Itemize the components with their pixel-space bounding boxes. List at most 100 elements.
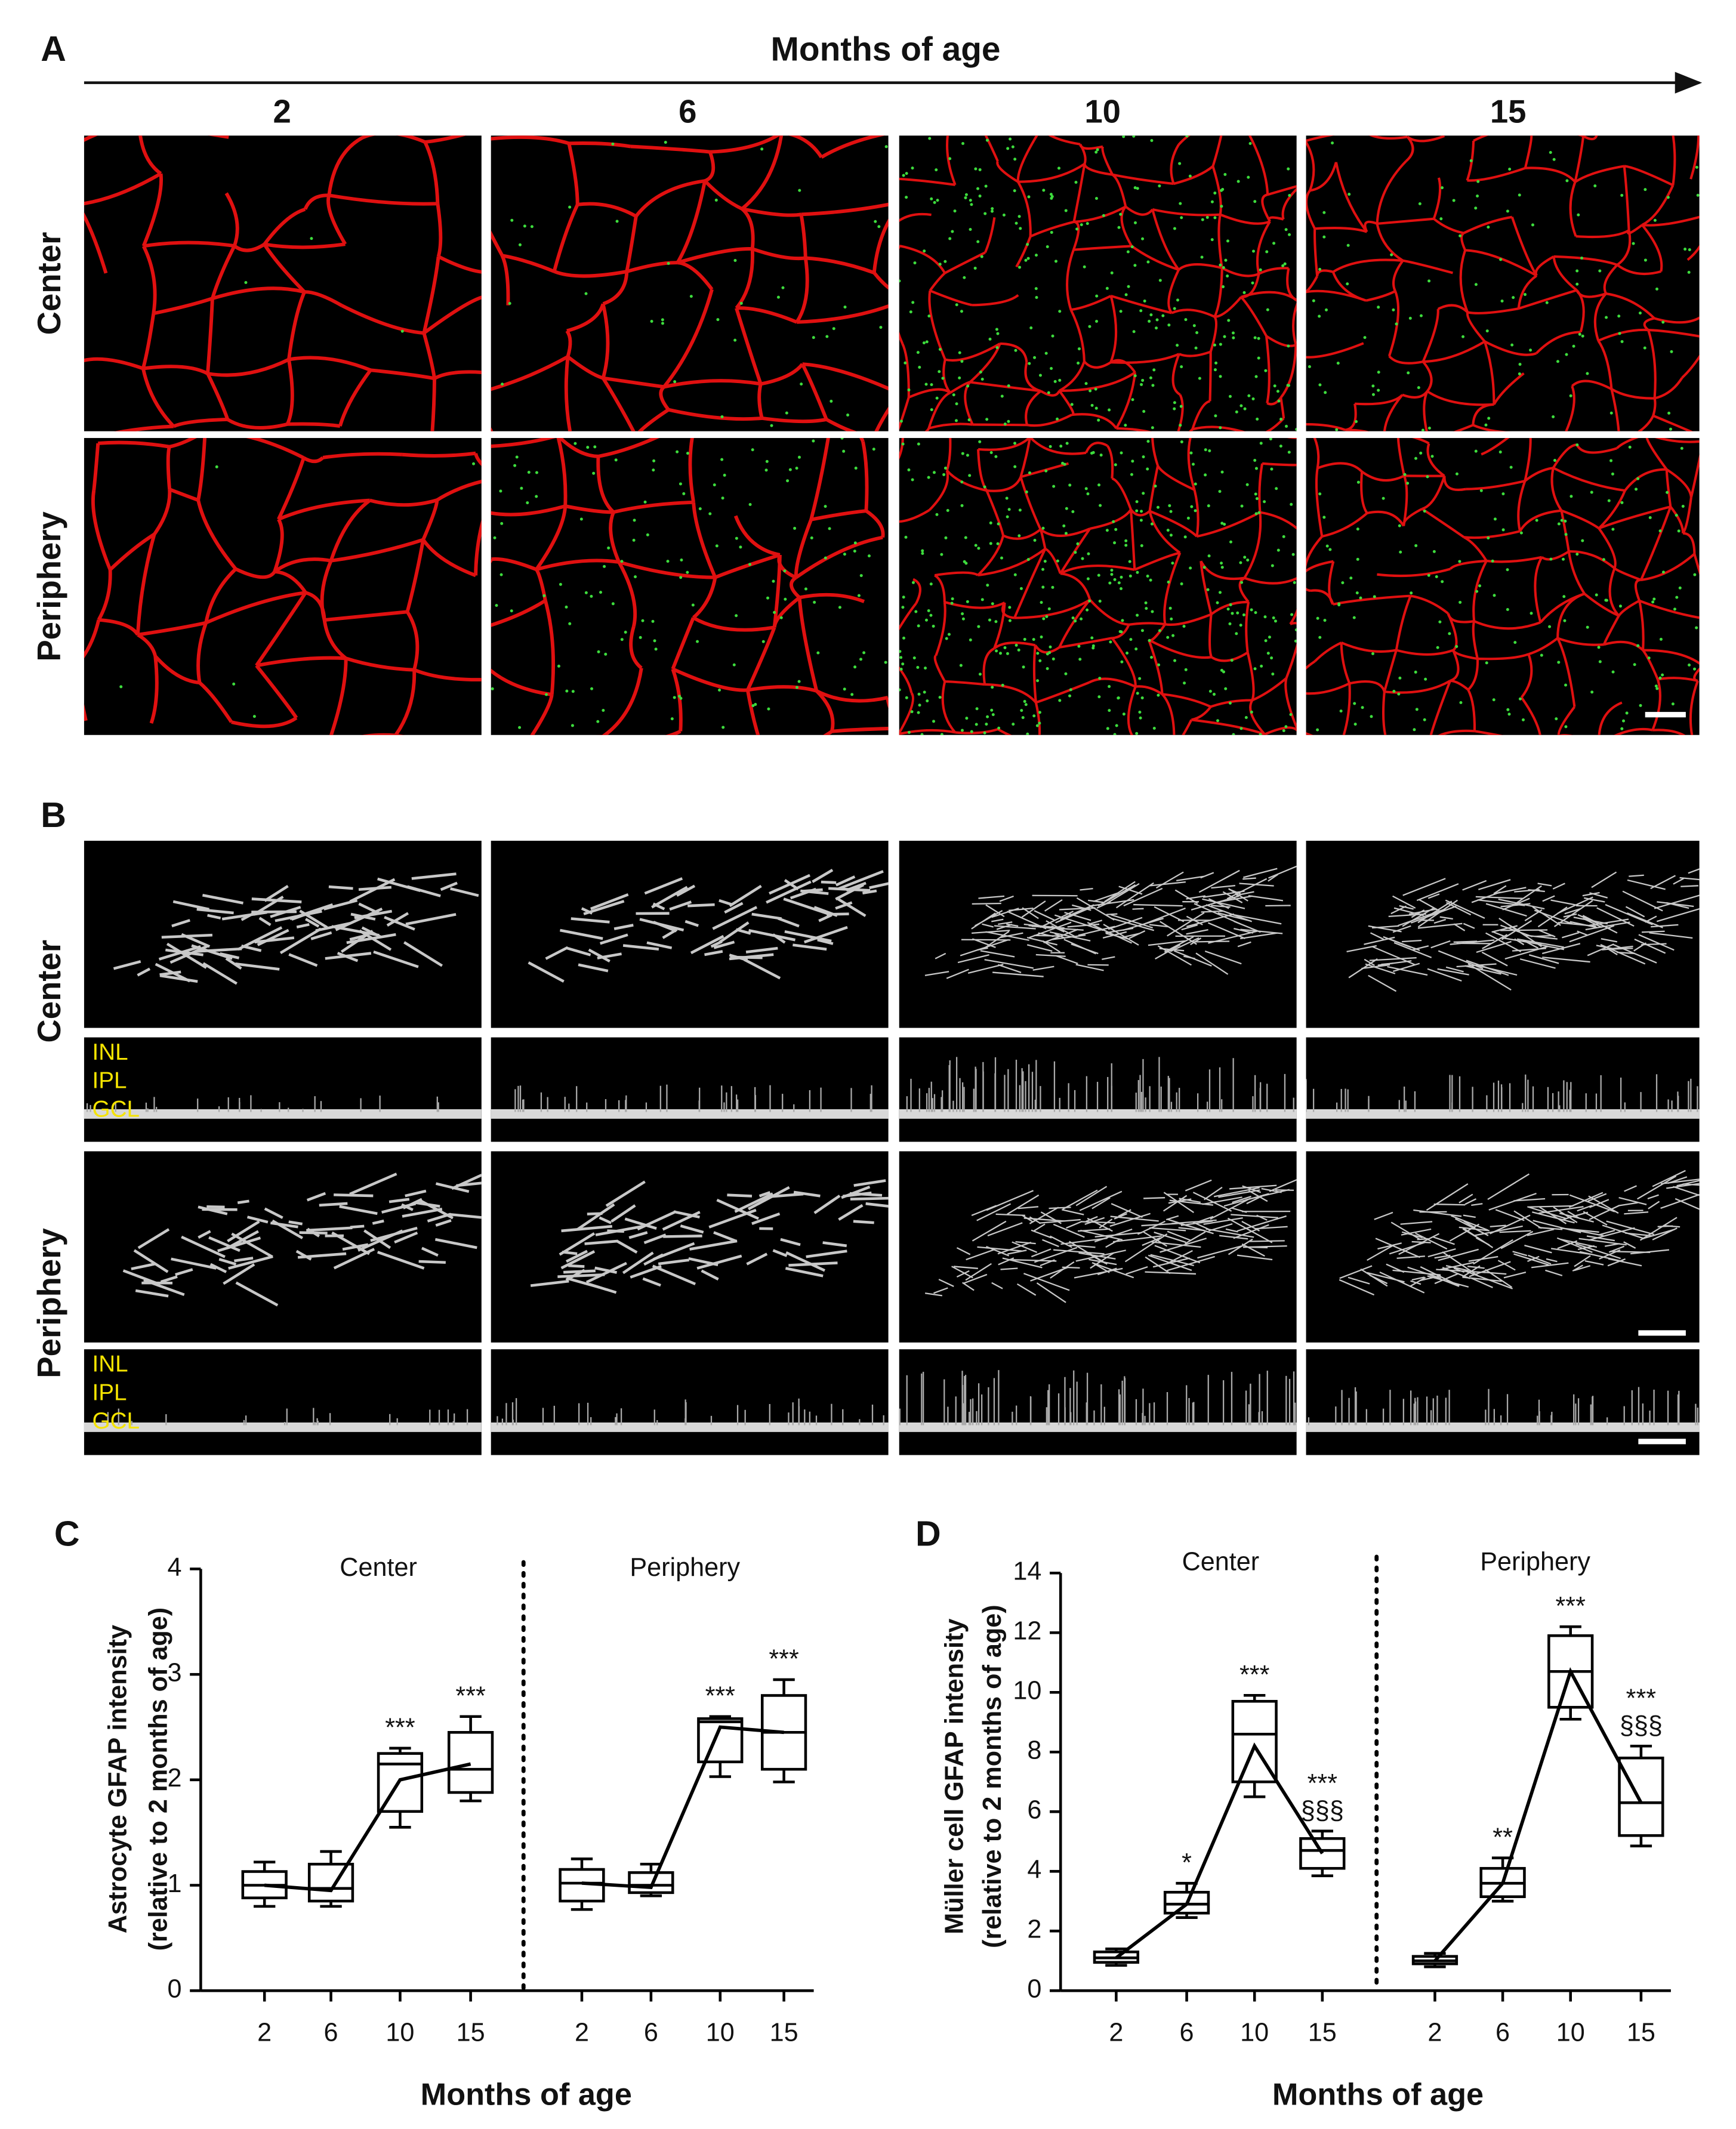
process <box>1634 939 1666 954</box>
vessel <box>1120 205 1133 247</box>
trend-line <box>264 1762 471 1893</box>
process <box>350 1224 365 1229</box>
gfap-dot <box>910 710 914 714</box>
gfap-dot <box>1256 417 1259 421</box>
gfap-dot <box>530 225 534 229</box>
vessel <box>1109 295 1118 363</box>
gfap-dot <box>1687 270 1691 274</box>
y-axis-label: Müller cell GFAP intensity <box>941 1619 969 1934</box>
gfap-dot <box>1617 314 1621 318</box>
vessel <box>226 418 288 430</box>
vessel <box>1313 641 1342 662</box>
gfap-dot <box>1220 522 1224 525</box>
vessel <box>1026 414 1073 427</box>
vessel <box>501 254 555 273</box>
gfap-dot <box>1189 451 1193 455</box>
vessel <box>1115 372 1137 430</box>
gfap-dot <box>1666 196 1670 199</box>
process <box>1568 1192 1604 1208</box>
gfap-dot <box>853 541 857 545</box>
vessel <box>1365 290 1396 302</box>
gfap-dot <box>1448 632 1451 635</box>
process <box>1584 1260 1604 1266</box>
process <box>1430 940 1451 949</box>
gfap-dot <box>1189 566 1192 570</box>
process <box>597 952 622 959</box>
vessel <box>1110 359 1136 374</box>
process <box>1102 931 1127 939</box>
vessel <box>1177 135 1191 146</box>
process <box>676 884 696 897</box>
vessel <box>795 258 809 323</box>
panel-letter: C <box>54 1514 80 1553</box>
image-background <box>899 1349 1297 1455</box>
process <box>1009 1258 1057 1262</box>
gfap-dot <box>927 609 930 612</box>
gfap-dot <box>795 686 798 689</box>
vessel <box>1210 600 1249 616</box>
vessel <box>929 272 946 292</box>
process <box>1165 1215 1179 1221</box>
gfap-dot <box>961 612 964 616</box>
gfap-dot <box>1133 264 1137 267</box>
gfap-dot <box>686 452 689 455</box>
gfap-dot <box>1097 483 1101 487</box>
vessel <box>1575 229 1630 239</box>
process <box>1483 1271 1507 1275</box>
gfap-dot <box>1071 616 1075 620</box>
process <box>669 900 692 911</box>
vessel <box>1019 476 1042 530</box>
process <box>1141 907 1186 926</box>
process <box>1364 958 1376 967</box>
process <box>1213 1187 1260 1198</box>
gfap-dot <box>973 266 977 270</box>
vessel <box>815 689 835 732</box>
vessel <box>273 518 284 573</box>
process <box>305 918 320 928</box>
vessel <box>692 502 717 578</box>
y-tick-label: 8 <box>1027 1736 1041 1765</box>
gfap-dot <box>1237 180 1240 183</box>
gfap-dot <box>1068 694 1072 698</box>
vessel <box>421 499 439 541</box>
process <box>1618 1202 1638 1207</box>
gfap-dot <box>686 570 689 574</box>
gfap-dot <box>518 243 522 246</box>
vessel <box>153 297 213 316</box>
gfap-dot <box>1353 723 1357 726</box>
vessel <box>1689 454 1700 498</box>
process <box>1268 865 1297 879</box>
gfap-dot <box>739 301 743 305</box>
vessel <box>474 452 482 467</box>
process <box>1042 1239 1059 1248</box>
gfap-dot <box>1323 619 1327 622</box>
process <box>1114 1213 1127 1220</box>
gfap-dot <box>1276 548 1280 552</box>
gfap-dot <box>995 328 998 331</box>
vessel <box>626 261 678 273</box>
vessel <box>1598 527 1617 569</box>
image <box>1306 121 1700 431</box>
vessel <box>288 356 372 372</box>
gfap-dot <box>1099 504 1102 507</box>
process <box>560 928 603 940</box>
process <box>1042 940 1061 953</box>
gfap-dot <box>980 255 983 258</box>
gfap-dot <box>568 622 572 625</box>
gfap-dot <box>1018 266 1022 269</box>
vessel <box>1672 121 1698 128</box>
process <box>388 1198 410 1204</box>
vessel <box>1332 258 1403 273</box>
gfap-dot <box>670 717 674 721</box>
gfap-dot <box>215 465 218 468</box>
gfap-dot <box>1324 308 1328 311</box>
gfap-dot <box>520 486 523 490</box>
gfap-dot <box>1419 451 1423 455</box>
vessel <box>899 508 930 523</box>
process <box>561 1224 613 1233</box>
process <box>1533 1220 1581 1233</box>
x-tick-label: 10 <box>1556 2018 1585 2047</box>
process <box>1154 1245 1201 1264</box>
process <box>1528 1205 1574 1208</box>
